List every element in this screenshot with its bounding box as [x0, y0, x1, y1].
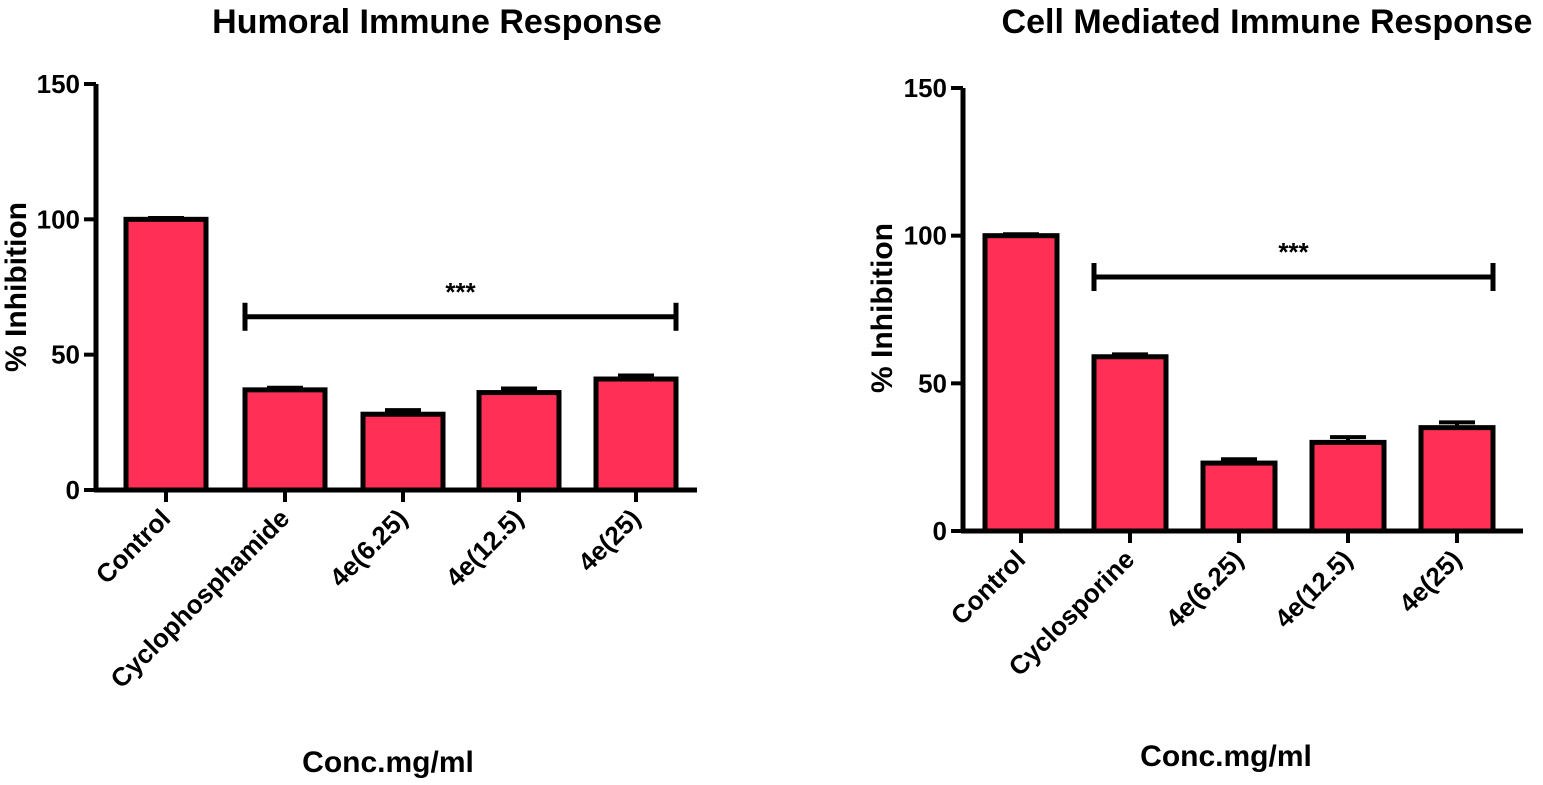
y-tick-label: 0: [933, 516, 947, 546]
y-tick-label: 150: [904, 73, 947, 103]
bar-5: [593, 376, 679, 493]
x-tick-label: 4e(12.5): [440, 503, 530, 593]
bar-3: [360, 411, 446, 493]
bar-4: [476, 390, 562, 493]
x-tick-label: 4e(6.25): [1160, 544, 1250, 634]
y-axis-label: % Inhibition: [866, 223, 899, 393]
x-tick-label: 4e(25): [572, 503, 646, 577]
y-tick-label: 50: [918, 368, 947, 398]
bar-1: [123, 216, 209, 493]
y-tick-label: 50: [51, 340, 80, 370]
chart-1: Humoral Immune Response 0 50 100 150 Control C…: [0, 3, 697, 779]
x-axis-label: Conc.mg/ml: [1140, 740, 1312, 773]
bar-5: [1418, 425, 1496, 534]
chart-title: Humoral Immune Response: [212, 3, 662, 41]
bar-2: [242, 387, 328, 493]
x-tick-label: 4e(12.5): [1269, 544, 1359, 634]
y-tick-label: 100: [904, 221, 947, 251]
bar-4: [1309, 439, 1387, 534]
bar-1: [982, 233, 1060, 534]
bar-2: [1091, 354, 1169, 534]
y-axis-label: % Inhibition: [0, 202, 33, 372]
x-tick-label: 4e(25): [1393, 544, 1467, 618]
significance-label: ***: [1278, 237, 1309, 267]
y-tick-label: 0: [66, 475, 80, 505]
chart-2: Cell Mediated Immune Response 0 50 100 150 Co…: [866, 3, 1532, 773]
x-tick-label: Control: [945, 544, 1032, 631]
y-tick-label: 100: [37, 204, 80, 234]
x-tick-label: 4e(6.25): [324, 503, 414, 593]
chart-title: Cell Mediated Immune Response: [1002, 3, 1533, 41]
x-axis-label: Conc.mg/ml: [302, 746, 474, 779]
y-tick-label: 150: [37, 69, 80, 99]
x-tick-label: Control: [90, 503, 177, 590]
bar-3: [1200, 460, 1278, 534]
significance-label: ***: [445, 277, 476, 307]
